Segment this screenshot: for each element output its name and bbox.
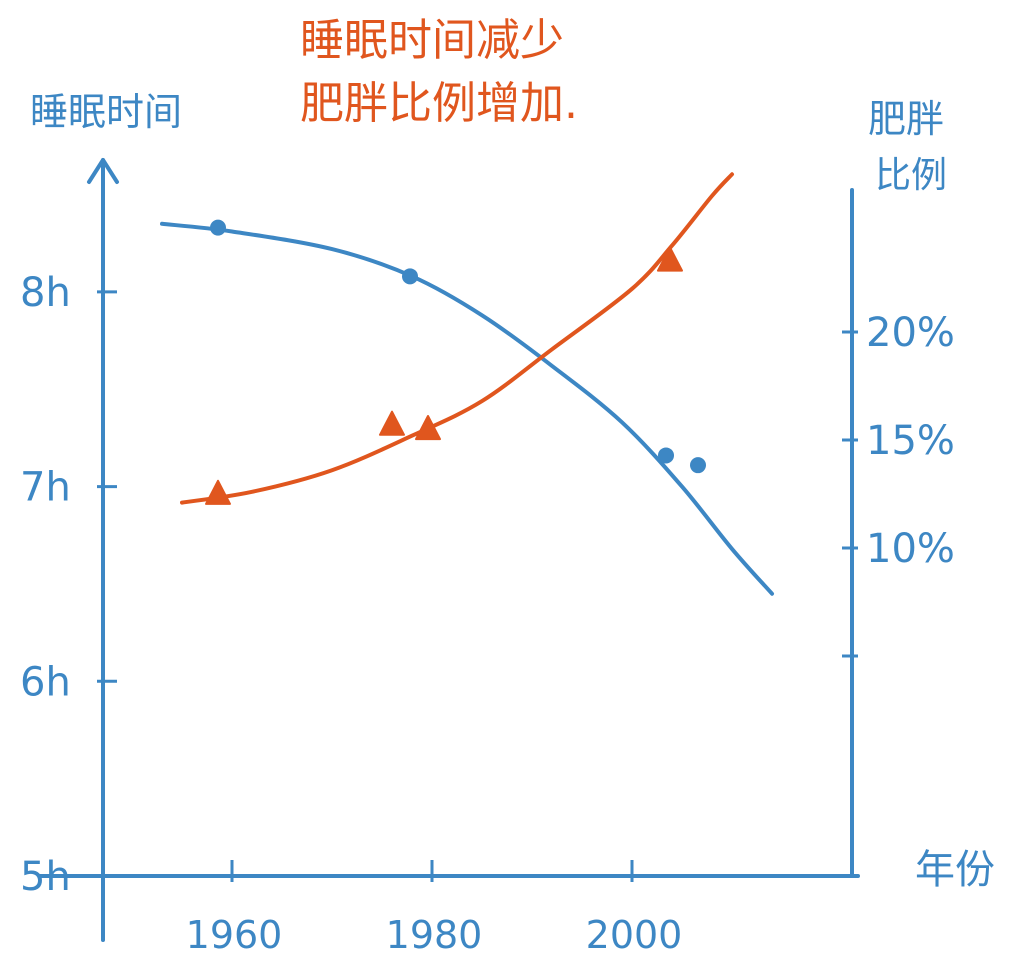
left-axis-arrow (87, 158, 119, 184)
sleep-point-0 (210, 219, 226, 236)
chart-title-line-2: 肥胖比例增加. (300, 78, 578, 129)
right-axis-label-line-1: 肥胖 (868, 97, 944, 141)
right-axis-label-line-2: 比例 (875, 155, 947, 196)
ticks-group: 1960 1980 2000 5h 6h 7h 8h 10% 15% 20% (20, 270, 955, 957)
sleep-point-2 (658, 447, 674, 464)
obesity-series-line (180, 172, 734, 505)
obesity-point-0 (205, 479, 231, 505)
x-tick-label-1980: 1980 (386, 913, 483, 957)
x-tick-label-1960: 1960 (186, 913, 283, 957)
axes-group (38, 158, 860, 942)
left-tick-label-7h: 7h (20, 465, 71, 511)
left-axis-label: 睡眠时间 (30, 90, 182, 134)
left-tick-label-5h: 5h (20, 854, 71, 900)
series-group (160, 172, 774, 596)
sleep-point-1 (402, 268, 418, 285)
sleep-series-line (160, 221, 774, 596)
left-tick-label-8h: 8h (20, 270, 71, 316)
x-tick-label-2000: 2000 (586, 913, 683, 957)
obesity-point-2 (415, 415, 441, 441)
right-tick-label-20%: 20% (866, 310, 955, 356)
right-tick-label-10%: 10% (866, 526, 955, 572)
chart-title-line-1: 睡眠时间减少 (300, 15, 564, 66)
obesity-point-1 (379, 410, 405, 436)
sleep-point-3 (690, 457, 706, 474)
obesity-point-3 (657, 246, 683, 272)
right-tick-label-15%: 15% (866, 418, 955, 464)
x-axis-label: 年份 (915, 847, 995, 893)
left-tick-label-6h: 6h (20, 659, 71, 705)
